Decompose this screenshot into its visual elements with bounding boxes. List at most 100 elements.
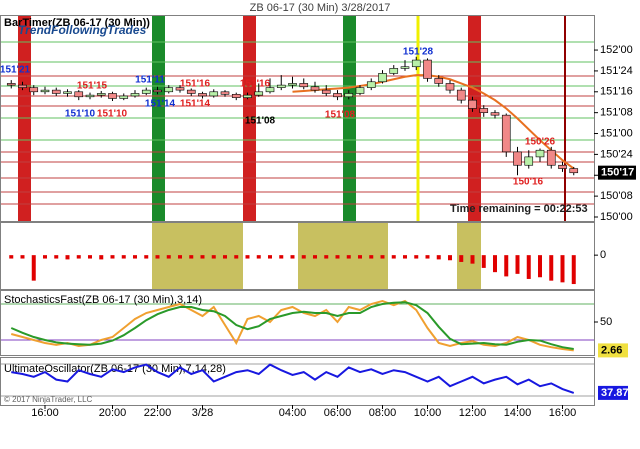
y-tick-label: 0 [600, 249, 606, 261]
y-tick-label: 50 [600, 316, 612, 328]
candle-body [141, 89, 151, 94]
bar [560, 255, 565, 283]
bar [504, 255, 509, 277]
line [11, 363, 575, 394]
bar [571, 255, 576, 285]
bar [268, 255, 272, 259]
bar [155, 255, 160, 259]
bar [20, 255, 25, 259]
price-annotation: 151'21 [0, 65, 31, 76]
candle-body [119, 95, 129, 99]
candle-body [153, 89, 162, 93]
line [10, 301, 574, 350]
candle-body [366, 81, 376, 88]
candle-body [468, 99, 477, 109]
last-price-box [598, 165, 636, 180]
price-annotation: 151'08 [245, 116, 276, 127]
candle-body [411, 59, 421, 68]
candle-body [186, 89, 196, 94]
bar [380, 255, 385, 259]
bar [234, 255, 239, 259]
candle-body [569, 168, 579, 174]
bar [290, 255, 295, 259]
candle-body [378, 73, 387, 83]
candle-body [198, 93, 207, 97]
candle-body [321, 89, 331, 94]
price-annotation: 151'15 [77, 81, 108, 92]
y-tick-label: 151'24 [600, 65, 633, 77]
bar [9, 255, 14, 259]
candle-body [423, 59, 432, 79]
candle-body [63, 91, 72, 94]
bar [133, 255, 137, 259]
candle-body [535, 149, 545, 158]
bar [166, 255, 171, 259]
panel-border [0, 222, 595, 290]
candle-body [333, 93, 342, 98]
x-tick-label: 16:00 [31, 407, 59, 419]
bar [110, 255, 115, 259]
bar [54, 255, 59, 259]
price-annotation: 151'14 [180, 99, 211, 110]
bar [493, 255, 497, 273]
candle-body [445, 83, 455, 91]
bar [256, 255, 261, 259]
bar [31, 255, 36, 281]
bar [200, 255, 205, 259]
panel-border [0, 357, 595, 406]
candle-body [288, 83, 297, 86]
candle-body [51, 89, 61, 94]
bar [99, 255, 104, 260]
bar [515, 255, 520, 274]
last-price-label: 150'17 [601, 167, 634, 179]
bar [178, 255, 182, 259]
last-value-label: 2.66 [601, 344, 622, 356]
candle-body [501, 114, 511, 153]
y-tick-label: 150'00 [600, 211, 633, 223]
x-tick-label: 10:00 [414, 407, 442, 419]
candle-body [513, 151, 522, 166]
bar [538, 255, 542, 278]
y-tick-label: 151'08 [600, 107, 633, 119]
bar [121, 255, 126, 259]
price-annotation: 151'10 [97, 109, 128, 120]
bar [549, 255, 554, 281]
candle-body [85, 94, 95, 98]
candle-body [29, 87, 39, 93]
y-tick-label: 150'24 [600, 148, 633, 160]
x-tick-label: 12:00 [459, 407, 487, 419]
candle-body [18, 84, 27, 88]
candle-body [254, 91, 264, 96]
candle-body [6, 83, 16, 86]
x-tick-label: 16:00 [549, 407, 577, 419]
last-value-box [598, 343, 628, 358]
candle-body [546, 149, 556, 166]
bar [470, 255, 475, 264]
window-title: ZB 06-17 (30 Min) 3/28/2017 [250, 2, 391, 14]
bar [526, 255, 531, 279]
panel-border [0, 290, 595, 356]
price-annotation: 151'28 [403, 47, 434, 58]
bar [211, 255, 216, 259]
last-value-box [598, 385, 628, 400]
candle-body [130, 93, 140, 97]
bar [403, 255, 407, 259]
price-annotation: 151'16 [240, 79, 271, 90]
bar [43, 255, 47, 259]
candle-body [209, 91, 219, 97]
bar [301, 255, 306, 259]
x-tick-label: 3/28 [192, 407, 213, 419]
x-tick-label: 06:00 [324, 407, 352, 419]
bar [335, 255, 340, 259]
x-tick-label: 20:00 [99, 407, 127, 419]
candle-body [524, 156, 534, 166]
indicator-title: StochasticsFast(ZB 06-17 (30 Min),3,14) [4, 294, 202, 306]
price-annotation: 151'16 [180, 79, 211, 90]
bar [358, 255, 362, 259]
x-tick-label: 08:00 [369, 407, 397, 419]
price-annotation: 151'11 [135, 75, 165, 86]
y-tick-label: 151'00 [600, 127, 633, 139]
logo: TrendFollowingTrades [18, 23, 147, 37]
